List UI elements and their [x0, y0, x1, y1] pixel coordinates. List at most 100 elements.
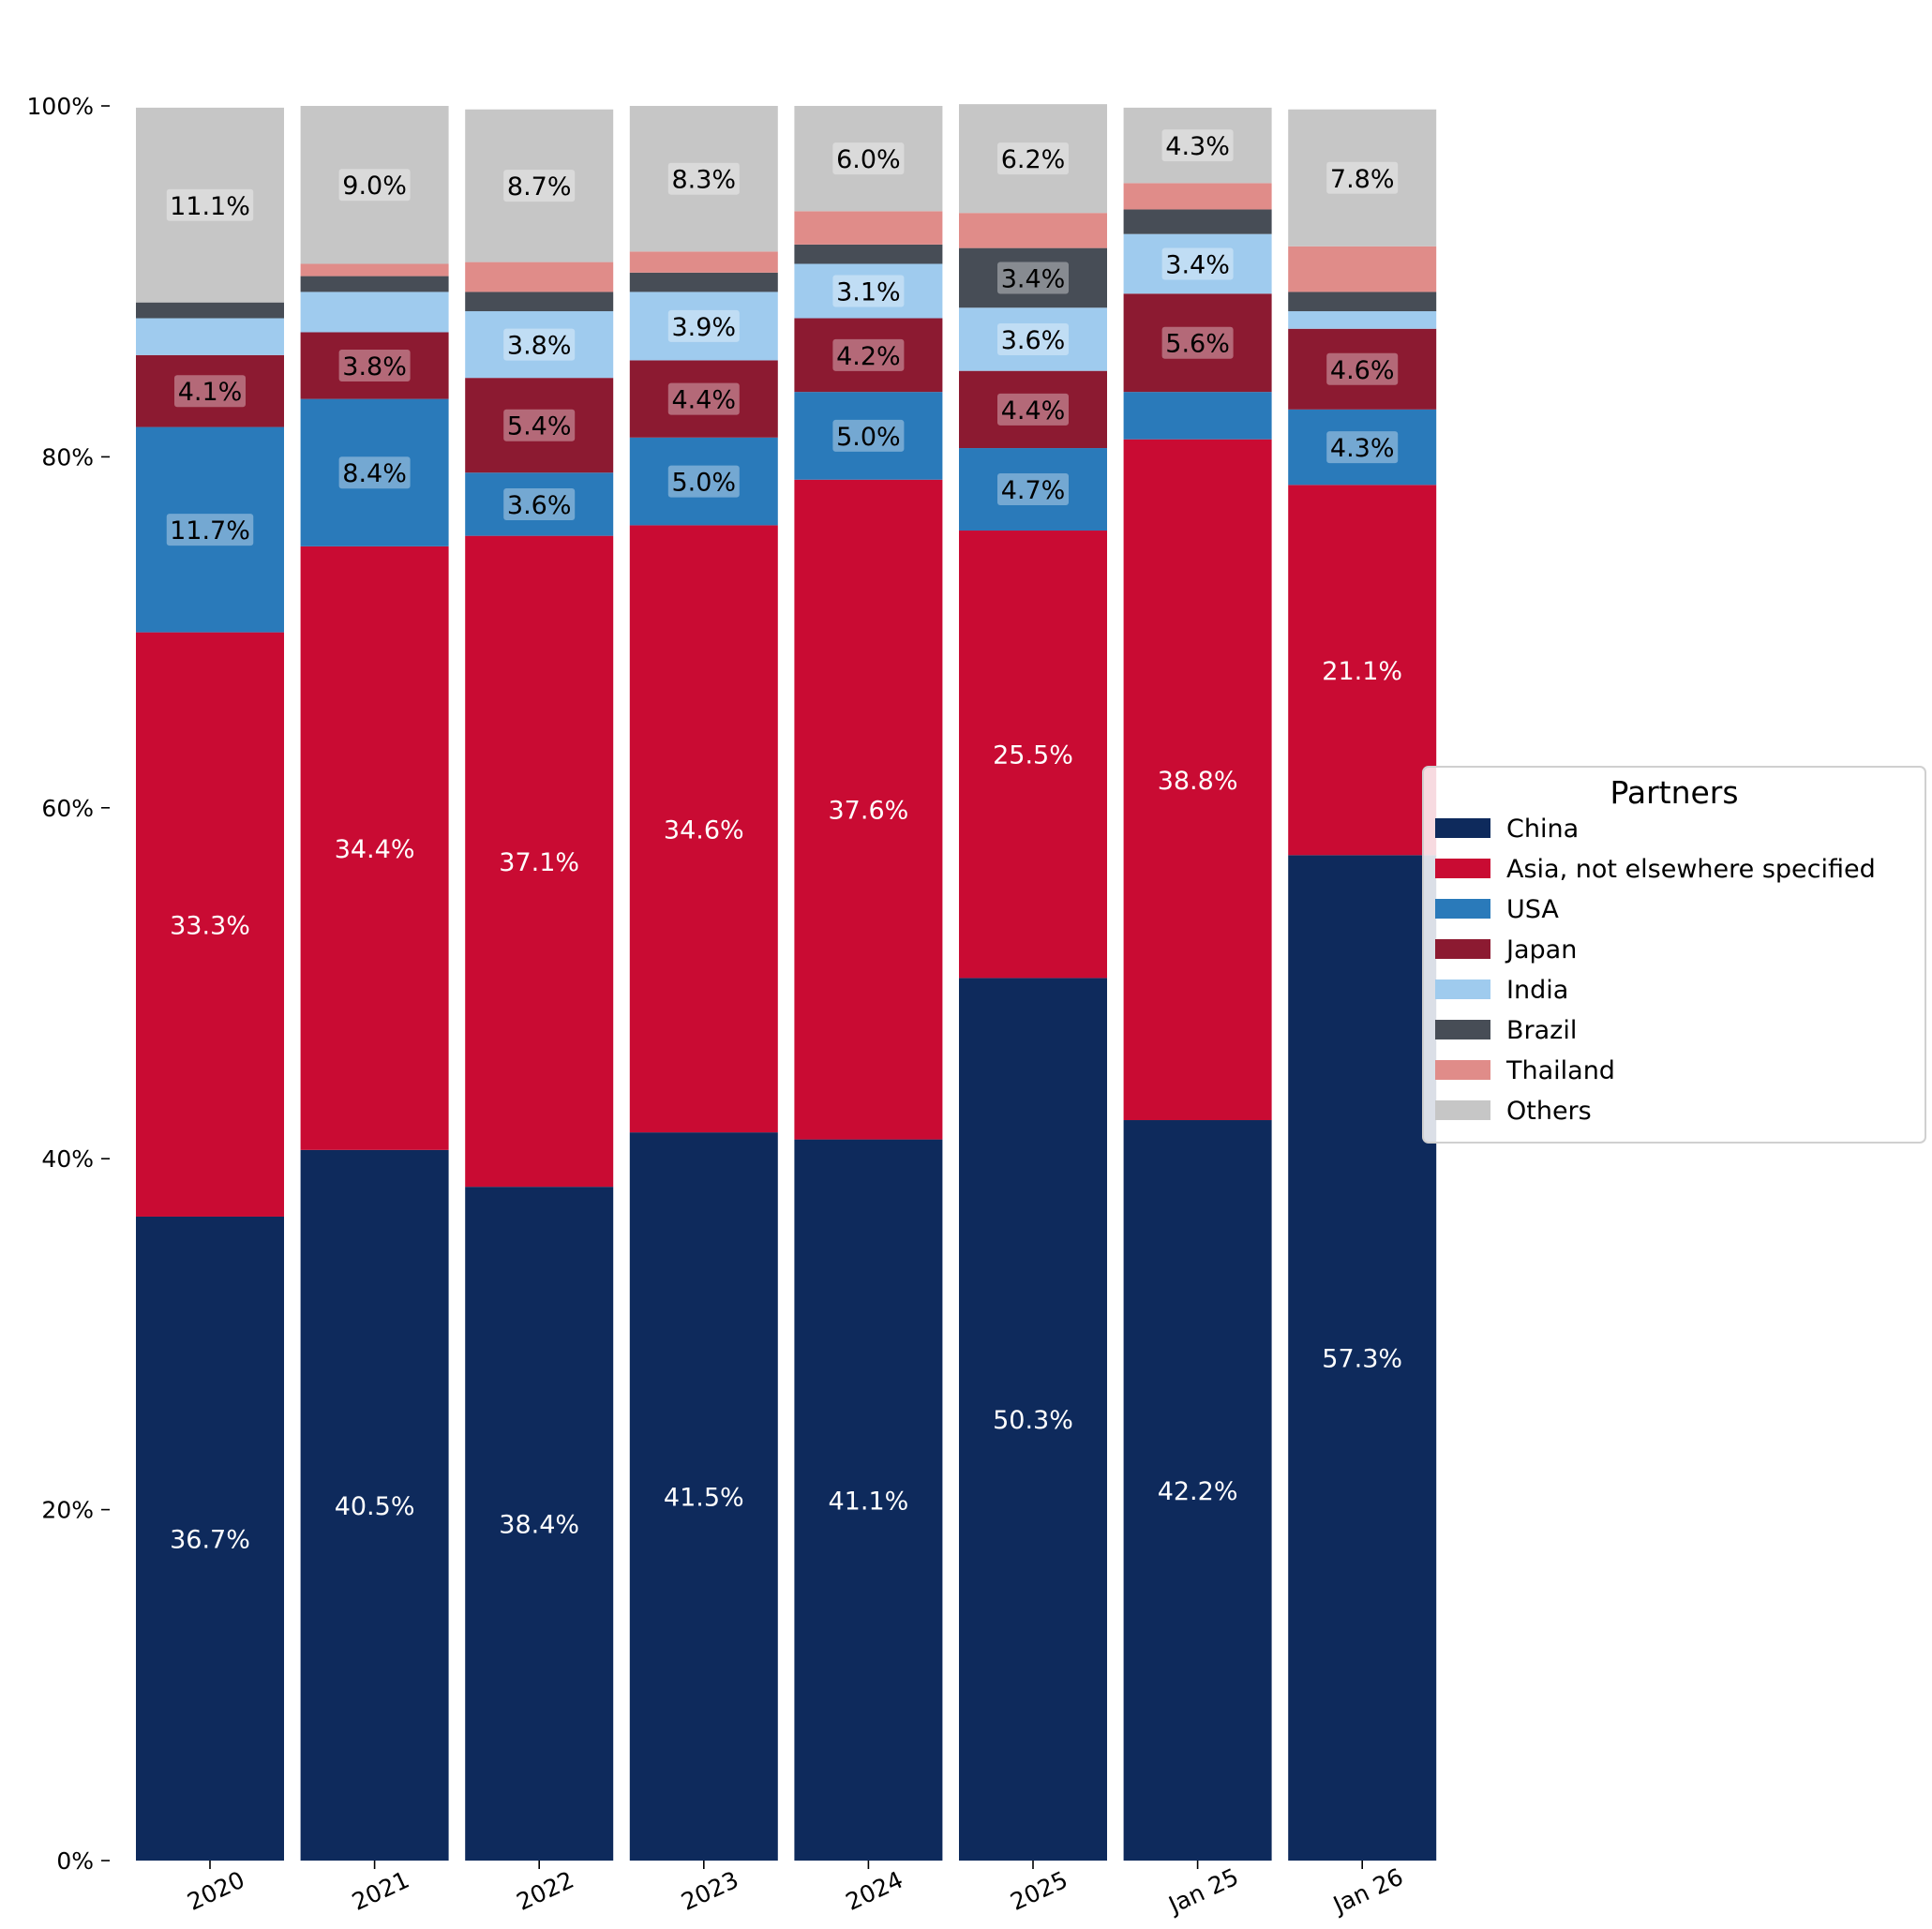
- bar-segment-2020-asia-not-elsewhere-specified: [136, 632, 284, 1217]
- data-label-jan-26-asia-not-elsewhere-specified: 21.1%: [1322, 657, 1402, 686]
- data-label-2020-usa: 11.7%: [170, 516, 250, 546]
- data-label-2020-others: 11.1%: [170, 192, 250, 221]
- data-label-2021-japan: 3.8%: [342, 352, 407, 381]
- bar-segment-2020-china: [136, 1216, 284, 1861]
- data-label-2025-china: 50.3%: [993, 1406, 1073, 1435]
- y-tick-label: 20%: [41, 1497, 94, 1524]
- bar-segment-2022-brazil: [465, 292, 614, 312]
- data-label-2025-others: 6.2%: [1001, 145, 1066, 174]
- bar-segment-2021-china: [300, 1149, 449, 1861]
- y-tick-label: 100%: [27, 93, 94, 120]
- data-label-bg-jan-26-japan: [1326, 352, 1399, 385]
- data-label-2021-asia-not-elsewhere-specified: 34.4%: [335, 835, 415, 864]
- data-label-2023-china: 41.5%: [664, 1484, 744, 1513]
- data-label-bg-2020-others: [166, 188, 254, 221]
- bar-segment-2025-usa: [959, 448, 1107, 531]
- bar-segment-2024-india: [794, 263, 943, 319]
- legend-label-others: Others: [1506, 1097, 1592, 1126]
- data-label-bg-2025-others: [997, 142, 1069, 175]
- bar-segment-2021-others: [300, 106, 449, 264]
- legend-items: China Asia, not elsewhere specified USA Jap…: [1435, 815, 1876, 1126]
- bars-layer: 36.7% 33.3% 11.7% 4.1% 11.1% 40.5% 34.4% 8.4% 3.…: [136, 104, 1437, 1861]
- bar-segment-jan-25-china: [1123, 1120, 1272, 1861]
- bar-segment-2020-india: [136, 318, 284, 355]
- data-label-bg-2021-japan: [338, 350, 411, 382]
- bar-segment-2020-usa: [136, 426, 284, 633]
- data-label-jan-26-japan: 4.6%: [1330, 356, 1395, 385]
- bar-segment-2024-asia-not-elsewhere-specified: [794, 479, 943, 1140]
- data-label-bg-jan-26-usa: [1326, 431, 1399, 464]
- bar-segment-jan-26-others: [1288, 109, 1437, 247]
- data-label-2022-asia-not-elsewhere-specified: 37.1%: [499, 848, 579, 877]
- bar-segment-2025-japan: [959, 370, 1107, 449]
- data-label-2021-others: 9.0%: [342, 172, 407, 201]
- x-axis: 2020 2021 2022 2023 2024 2025 Jan 25 Jan 26: [183, 1861, 1407, 1920]
- data-label-bg-2023-india: [667, 309, 740, 342]
- data-label-2025-brazil: 3.4%: [1001, 264, 1066, 293]
- bar-segment-2022-thailand: [465, 262, 614, 292]
- bar-segment-jan-26-brazil: [1288, 292, 1437, 312]
- bar-segment-2023-brazil: [629, 272, 778, 292]
- data-label-2024-japan: 4.2%: [836, 342, 901, 371]
- data-label-bg-2022-japan: [503, 409, 576, 441]
- data-label-2025-usa: 4.7%: [1001, 476, 1066, 505]
- bar-segment-2024-usa: [794, 392, 943, 480]
- x-tick-label: Jan 25: [1163, 1863, 1243, 1920]
- data-label-2020-japan: 4.1%: [178, 378, 243, 407]
- bar-segment-2023-thailand: [629, 251, 778, 273]
- bar-segment-jan-26-japan: [1288, 328, 1437, 410]
- bar-segment-jan-25-india: [1123, 233, 1272, 294]
- x-tick-label: 2025: [1006, 1866, 1071, 1916]
- x-tick-label: 2022: [513, 1866, 578, 1916]
- data-label-jan-26-usa: 4.3%: [1330, 434, 1395, 463]
- bar-segment-2024-thailand: [794, 211, 943, 245]
- bar-segment-jan-26-usa: [1288, 409, 1437, 486]
- data-label-bg-2024-japan: [832, 338, 905, 371]
- legend-frame: [1422, 766, 1926, 1144]
- data-label-bg-2022-others: [503, 170, 576, 202]
- data-label-2023-india: 3.9%: [671, 313, 736, 342]
- legend-label-asia-not-elsewhere-specified: Asia, not elsewhere specified: [1506, 855, 1876, 884]
- x-tick-label: Jan 26: [1327, 1863, 1407, 1920]
- data-label-bg-2023-others: [667, 162, 740, 195]
- bar-segment-2021-asia-not-elsewhere-specified: [300, 546, 449, 1150]
- legend: Partners China Asia, not elsewhere specif…: [1422, 766, 1926, 1144]
- data-label-2022-usa: 3.6%: [507, 491, 572, 520]
- data-label-bg-2023-japan: [667, 382, 740, 415]
- data-label-2022-china: 38.4%: [499, 1511, 579, 1540]
- bar-segment-2021-brazil: [300, 276, 449, 292]
- bar-segment-jan-25-asia-not-elsewhere-specified: [1123, 439, 1272, 1121]
- y-axis: 0% 20% 40% 60% 80% 100%: [27, 93, 110, 1875]
- data-label-jan-25-india: 3.4%: [1165, 250, 1230, 279]
- bar-segment-jan-25-others: [1123, 107, 1272, 184]
- bar-segment-2023-japan: [629, 360, 778, 438]
- x-tick-label: 2023: [677, 1866, 742, 1916]
- data-label-bg-jan-25-japan: [1161, 326, 1234, 359]
- data-label-jan-25-asia-not-elsewhere-specified: 38.8%: [1158, 767, 1238, 796]
- bar-segment-2022-japan: [465, 378, 614, 473]
- data-label-2020-china: 36.7%: [170, 1525, 250, 1554]
- data-label-2022-japan: 5.4%: [507, 412, 572, 441]
- data-label-2021-china: 40.5%: [335, 1492, 415, 1521]
- bar-segment-2025-china: [959, 978, 1107, 1861]
- legend-label-thailand: Thailand: [1505, 1056, 1615, 1085]
- bar-segment-2023-asia-not-elsewhere-specified: [629, 525, 778, 1133]
- data-label-bg-2025-india: [997, 322, 1069, 355]
- legend-label-brazil: Brazil: [1506, 1016, 1577, 1045]
- bar-segment-jan-26-china: [1288, 855, 1437, 1861]
- data-label-2025-asia-not-elsewhere-specified: 25.5%: [993, 741, 1073, 770]
- data-label-bg-2025-usa: [997, 473, 1069, 506]
- bar-segment-2023-china: [629, 1132, 778, 1861]
- data-label-2023-usa: 5.0%: [671, 469, 736, 498]
- data-label-2024-india: 3.1%: [836, 277, 901, 307]
- x-tick-label: 2021: [348, 1866, 413, 1916]
- legend-swatch-usa: [1435, 899, 1490, 919]
- data-label-bg-jan-26-others: [1326, 161, 1399, 194]
- bar-segment-2021-india: [300, 292, 449, 333]
- bar-segment-2022-others: [465, 109, 614, 262]
- data-label-bg-jan-25-others: [1161, 129, 1234, 162]
- x-tick-label: 2020: [183, 1866, 248, 1916]
- data-label-bg-2023-usa: [667, 465, 740, 498]
- bar-segment-2021-usa: [300, 398, 449, 546]
